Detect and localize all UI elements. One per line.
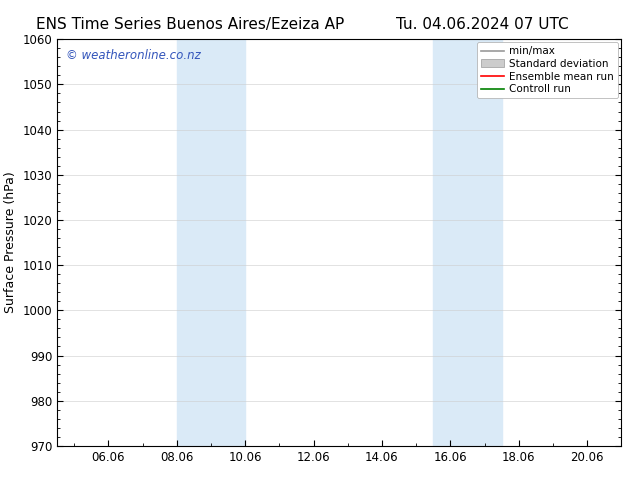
Bar bbox=[433, 39, 501, 446]
Bar bbox=[177, 39, 245, 446]
Legend: min/max, Standard deviation, Ensemble mean run, Controll run: min/max, Standard deviation, Ensemble me… bbox=[477, 42, 618, 98]
Text: © weatheronline.co.nz: © weatheronline.co.nz bbox=[65, 49, 200, 62]
Y-axis label: Surface Pressure (hPa): Surface Pressure (hPa) bbox=[4, 172, 17, 314]
Text: ENS Time Series Buenos Aires/Ezeiza AP: ENS Time Series Buenos Aires/Ezeiza AP bbox=[36, 17, 344, 32]
Text: Tu. 04.06.2024 07 UTC: Tu. 04.06.2024 07 UTC bbox=[396, 17, 568, 32]
